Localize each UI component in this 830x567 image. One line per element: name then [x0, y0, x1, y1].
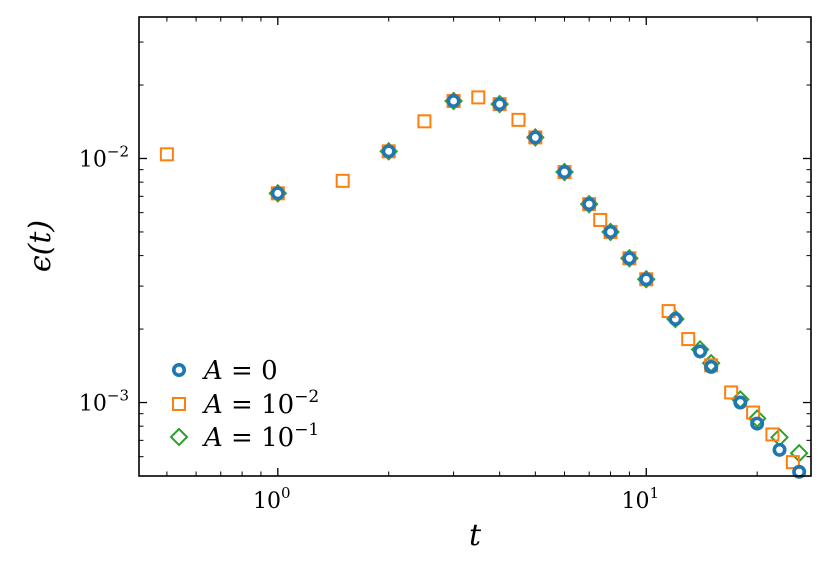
square-data-point [765, 427, 780, 442]
square-data-point [417, 114, 432, 129]
y-tick-label: 10−3 [79, 387, 129, 417]
circle-data-point [557, 165, 572, 180]
square-data-point [724, 385, 739, 400]
x-axis-label: t [469, 518, 482, 553]
square-data-point [471, 90, 486, 105]
circle-data-point [772, 442, 787, 457]
axis-ticks: 100 101 10−2 10−3 [79, 17, 811, 514]
diamond-data-point [747, 409, 767, 428]
square-data-point [593, 212, 608, 227]
legend-diamond-marker [169, 427, 189, 447]
legend-square-marker [172, 397, 186, 411]
square-data-point [661, 304, 676, 319]
legend-label: A = 10−1 [202, 420, 319, 453]
y-tick-label: 10−2 [79, 142, 129, 172]
x-tick-label: 100 [253, 484, 291, 514]
plot-frame [138, 16, 812, 477]
legend-circle-marker [172, 362, 187, 377]
x-tick-label: 101 [621, 484, 659, 514]
circle-data-point [270, 186, 285, 201]
circle-data-point [528, 130, 543, 145]
circle-data-point [639, 272, 654, 287]
square-data-point [681, 332, 696, 347]
circle-data-point [750, 416, 765, 431]
square-data-point [785, 455, 800, 470]
circle-data-point [381, 144, 396, 159]
legend-label: A = 0 [202, 356, 278, 386]
circle-data-point [582, 197, 597, 212]
legend: A = 0A = 10−2A = 10−1 [169, 356, 319, 453]
chart-marks [159, 90, 809, 479]
circle-data-point [693, 344, 708, 359]
circle-data-point [733, 395, 748, 410]
square-data-point [511, 112, 526, 127]
y-axis-label: ϵ(t) [23, 220, 58, 272]
circle-data-point [622, 251, 637, 266]
square-data-point [159, 147, 174, 162]
circle-data-point [792, 464, 807, 479]
circle-data-point [492, 97, 507, 112]
legend-label: A = 10−2 [202, 387, 319, 420]
circle-data-point [446, 94, 461, 109]
circle-data-point [668, 311, 683, 326]
square-data-point [335, 173, 350, 188]
circle-data-point [603, 224, 618, 239]
circle-data-point [704, 359, 719, 374]
